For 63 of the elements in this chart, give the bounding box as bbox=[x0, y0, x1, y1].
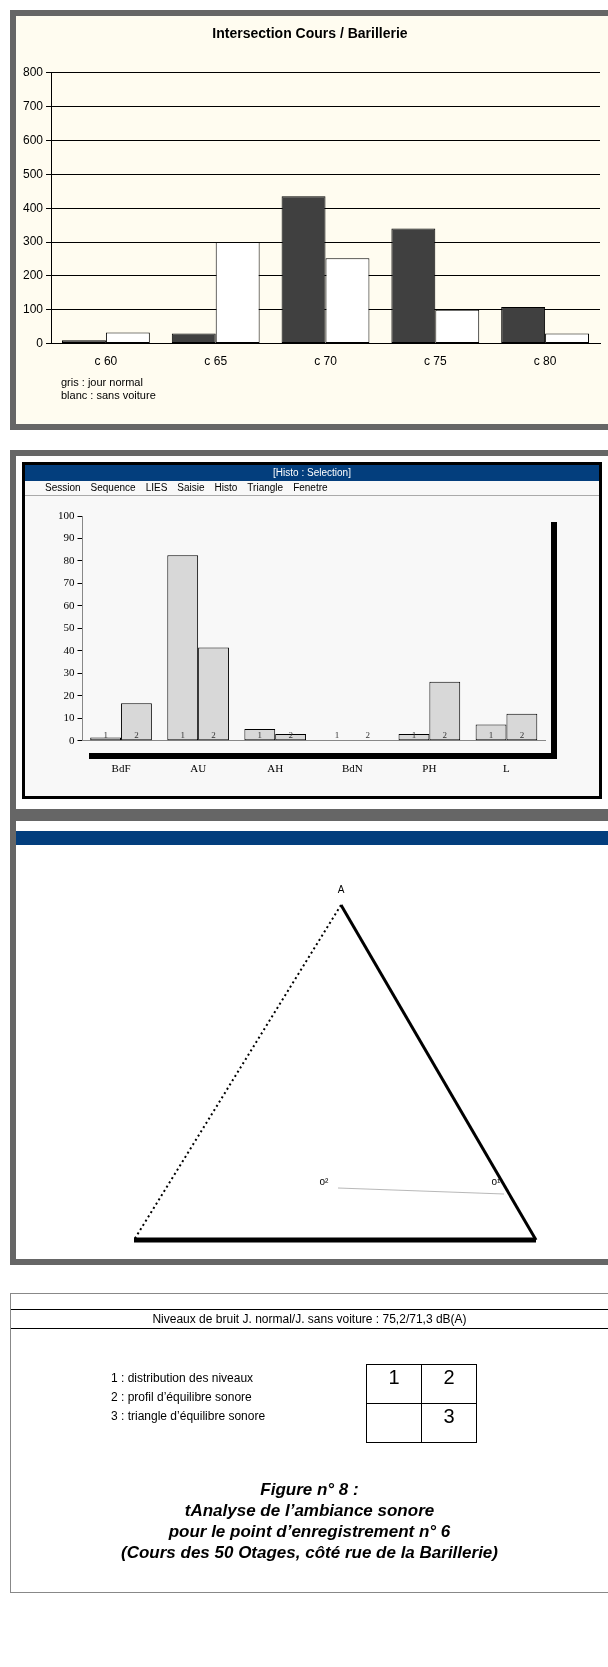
text: 1 bbox=[488, 729, 494, 740]
text: 2 bbox=[134, 729, 139, 740]
x-tick-label: c 75 bbox=[423, 354, 447, 369]
y-tick-label: 90 bbox=[63, 531, 75, 544]
y-tick-label: 300 bbox=[22, 234, 44, 249]
text: Niveaux de bruit J. normal/J. sans voiture : 75,2/71,3 dB(A) bbox=[11, 1309, 608, 1329]
panel-layout-grid: 1 2 3 bbox=[366, 1364, 477, 1443]
x-tick-label: c 60 bbox=[94, 354, 118, 369]
text: gris : jour normal bbox=[61, 376, 144, 389]
text: blanc : sans voiture bbox=[61, 389, 157, 402]
y-tick-label: 50 bbox=[63, 621, 75, 634]
x-tick-label: c 70 bbox=[314, 354, 338, 369]
y-tick-label: 600 bbox=[22, 132, 44, 147]
y-tick-label: 700 bbox=[22, 98, 44, 113]
text: Session bbox=[45, 482, 81, 493]
text: Saisie bbox=[177, 482, 205, 493]
text: 3 : triangle d’équilibre sonore bbox=[111, 1408, 266, 1425]
text: 1 bbox=[103, 729, 108, 740]
y-tick-label: 60 bbox=[63, 598, 75, 611]
y-tick-label: 40 bbox=[63, 643, 75, 656]
series-label: 1 bbox=[257, 729, 263, 740]
x-tick-label: c 65 bbox=[204, 354, 228, 369]
text: LIES bbox=[145, 482, 168, 493]
text: Figure n° 8 : tAnalyse de l’ambiance sonore pour le point d’enregistrement n° 6 (Cours des 50 Otages, côté rue de la Barillerie) bbox=[120, 1479, 499, 1563]
text: 2 bbox=[211, 729, 216, 740]
y-tick-label: 800 bbox=[22, 65, 44, 80]
y-tick-label: 100 bbox=[58, 508, 75, 521]
y-tick-label: 20 bbox=[63, 688, 75, 701]
x-tick-label: AH bbox=[267, 762, 284, 775]
y-tick-label: 80 bbox=[63, 553, 75, 566]
text: Triangle bbox=[247, 482, 284, 493]
text: Histo bbox=[214, 482, 238, 493]
y-tick-label: 100 bbox=[22, 302, 44, 317]
y-tick-label: 200 bbox=[22, 268, 44, 283]
text: 2 bbox=[519, 729, 525, 740]
y-tick-label: 400 bbox=[22, 200, 44, 215]
text: Fenetre bbox=[293, 482, 328, 493]
chart-title: Intersection Cours / Barillerie bbox=[212, 25, 408, 42]
x-tick-label: c 80 bbox=[533, 354, 557, 369]
x-tick-label: BdF bbox=[111, 762, 131, 775]
text: 1 bbox=[180, 729, 185, 740]
y-tick-label: 70 bbox=[63, 576, 75, 589]
x-tick-label: AU bbox=[190, 762, 207, 775]
series-label: 2 bbox=[288, 729, 293, 740]
text: 2 bbox=[442, 729, 448, 740]
chart-title: [Histo : Selection] bbox=[25, 465, 599, 481]
text: A bbox=[337, 884, 345, 895]
text: 1 : distribution des niveaux bbox=[111, 1370, 255, 1387]
x-tick-label: L bbox=[503, 762, 511, 775]
text: 1 bbox=[334, 729, 340, 740]
x-tick-label: PH bbox=[422, 762, 437, 775]
text: 2 : profil d’équilibre sonore bbox=[111, 1389, 253, 1406]
text: o¹ bbox=[491, 1176, 502, 1187]
text: 2 bbox=[365, 729, 370, 740]
x-tick-label: BdN bbox=[341, 762, 363, 775]
y-tick-label: 0 bbox=[69, 733, 75, 746]
y-tick-label: 0 bbox=[36, 335, 44, 350]
y-tick-label: 10 bbox=[63, 711, 75, 724]
text: o² bbox=[319, 1176, 330, 1187]
y-tick-label: 30 bbox=[63, 666, 75, 679]
text: Sequence bbox=[90, 482, 136, 493]
y-tick-label: 500 bbox=[22, 166, 44, 181]
text: 1 bbox=[411, 729, 417, 740]
